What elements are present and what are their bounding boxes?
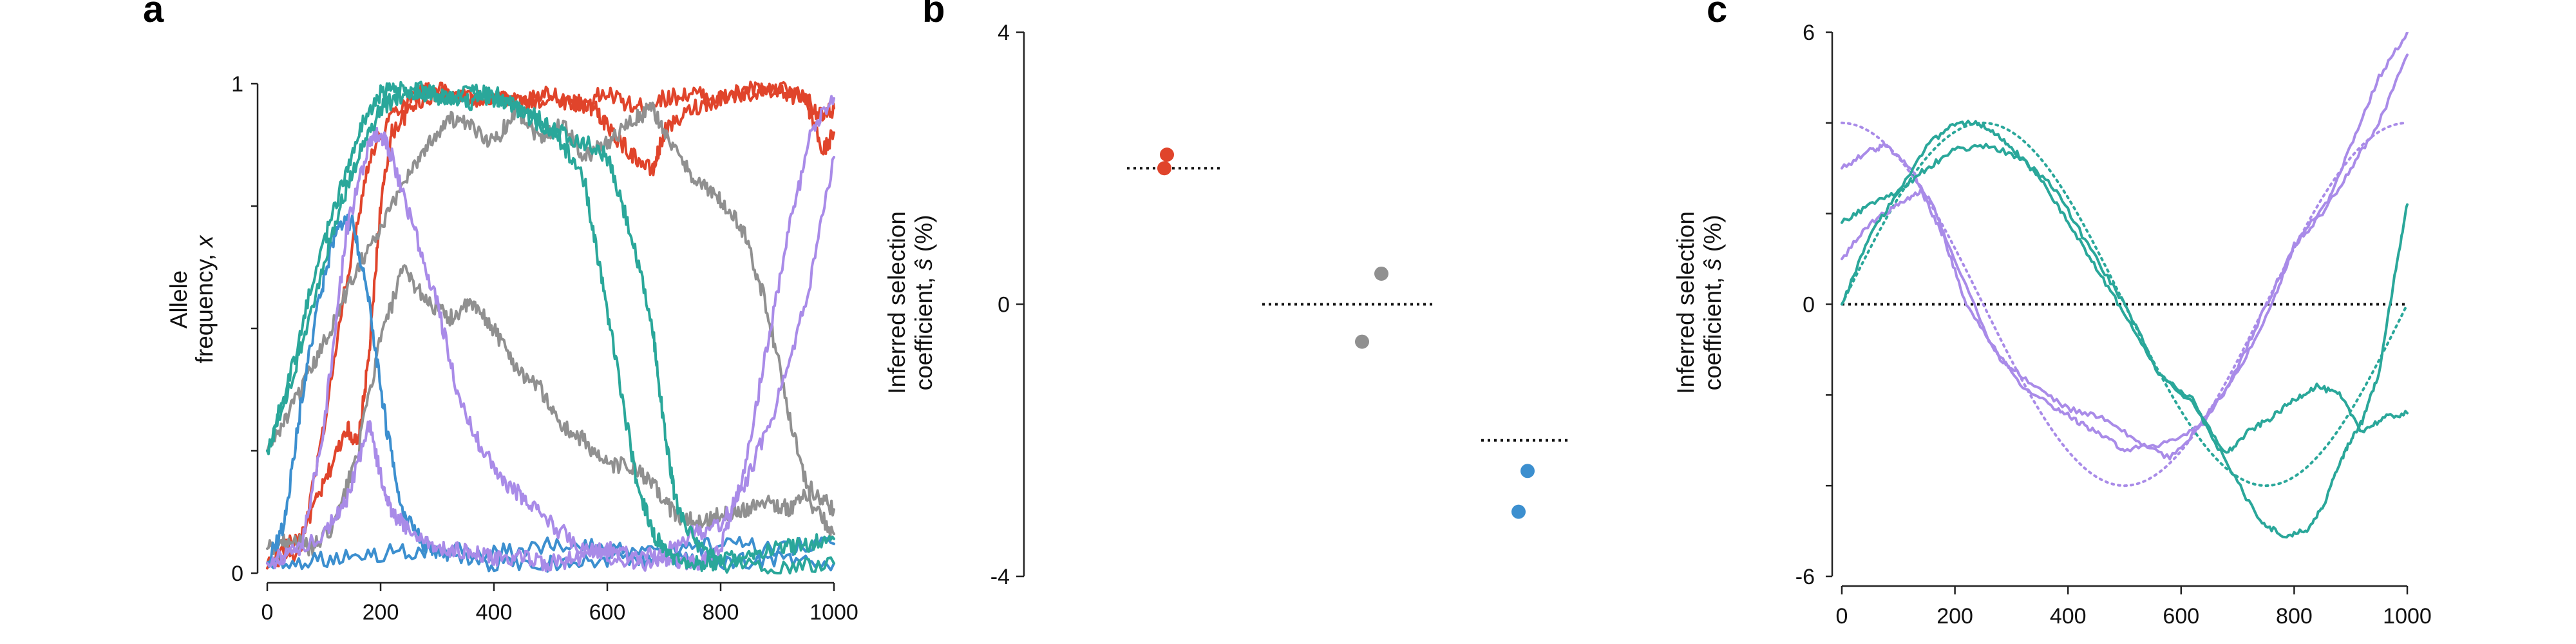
panel-label-b: b <box>922 0 945 30</box>
panel-c-ylabel-line2: coefficient, ŝ (%) <box>1700 215 1726 391</box>
panel-b-ylabel-prefix: coefficient, <box>911 270 937 390</box>
panel-a-y-tick-label-0: 0 <box>231 562 243 586</box>
panel-b-point-blue-1 <box>1511 504 1526 519</box>
panel-a-x-tick-label-600: 600 <box>589 600 626 625</box>
panel-label-a: a <box>143 0 164 30</box>
panel-a-x-tick-label-0: 0 <box>261 600 274 625</box>
panel-c-ylabel-suffix: (%) <box>1700 215 1726 259</box>
panel-a-x-tick-label-1000: 1000 <box>810 600 858 625</box>
panel-c-y-tick-label-0: 0 <box>1803 293 1815 317</box>
panel-a-allele-frequency: Allele frequency, x 0 1 0 200 400 600 800 1000 <box>166 72 858 625</box>
panel-a-series-blue-5 <box>266 536 835 571</box>
panel-c-x-tick-label-0: 0 <box>1836 604 1848 629</box>
panel-c-series-purple-1 <box>1841 53 2409 460</box>
panel-b-y-tick-label--4: -4 <box>990 565 1010 589</box>
panel-a-series-purple-7 <box>266 156 835 573</box>
panel-c-x-tick-label-800: 800 <box>2276 604 2313 629</box>
panel-a-x-tick-label-800: 800 <box>703 600 739 625</box>
panel-a-ylabel-line1: Allele <box>166 270 192 329</box>
panel-b-ylabel-line2: coefficient, ŝ (%) <box>911 215 937 391</box>
panel-a-series-red-1 <box>266 80 835 570</box>
panel-c-ylabel-line1: Inferred selection <box>1672 211 1699 394</box>
panel-b-point-gray-0 <box>1374 266 1388 281</box>
panel-a-series-purple-6 <box>266 95 835 572</box>
panel-b-ylabel-line1: Inferred selection <box>884 211 910 394</box>
panel-a-ylabel-prefix: frequency, <box>191 247 218 363</box>
panel-c-x-tick-label-200: 200 <box>1937 604 1973 629</box>
panel-a-series-gray-3 <box>266 264 835 557</box>
panel-c-y-tick-label--6: -6 <box>1795 565 1815 589</box>
panel-c-inferred-time-varying: Inferred selection coefficient, ŝ (%) -6… <box>1672 21 2432 629</box>
panel-label-c: c <box>1707 0 1727 30</box>
panel-b-point-blue-0 <box>1520 464 1535 478</box>
panel-a-x-tick-label-400: 400 <box>476 600 513 625</box>
panel-c-x-tick-label-400: 400 <box>2050 604 2087 629</box>
panel-c-series-teal-2 <box>1841 119 2409 539</box>
panel-b-y-tick-label-4: 4 <box>998 21 1010 45</box>
panel-a-x-tick-label-200: 200 <box>363 600 399 625</box>
panel-c-ylabel-variable: ŝ <box>1700 258 1726 270</box>
panel-c-x-tick-label-1000: 1000 <box>2383 604 2432 629</box>
panel-b-point-red-0 <box>1160 147 1174 162</box>
panel-b-ylabel-suffix: (%) <box>911 215 937 259</box>
panel-b-point-gray-1 <box>1355 334 1369 349</box>
panel-a-y-tick-label-1: 1 <box>231 72 243 97</box>
panel-a-ylabel-variable: x <box>191 234 218 249</box>
panel-b-point-red-1 <box>1157 161 1171 176</box>
panel-a-series-gray-2 <box>266 101 835 538</box>
panel-c-series-teal-3 <box>1841 142 2409 454</box>
panel-c-y-tick-label-6: 6 <box>1803 21 1815 45</box>
panel-a-ylabel-line2: frequency, x <box>191 234 218 363</box>
panel-b-inferred-constant: Inferred selection coefficient, ŝ (%) -4… <box>884 21 1571 589</box>
panel-b-y-tick-label-0: 0 <box>998 293 1010 317</box>
panel-b-ylabel-variable: ŝ <box>911 258 937 270</box>
panel-c-x-tick-label-600: 600 <box>2163 604 2199 629</box>
panel-a-series-teal-9 <box>266 80 835 567</box>
panel-a-series-teal-8 <box>266 80 835 574</box>
panel-c-ylabel-prefix: coefficient, <box>1700 270 1726 390</box>
